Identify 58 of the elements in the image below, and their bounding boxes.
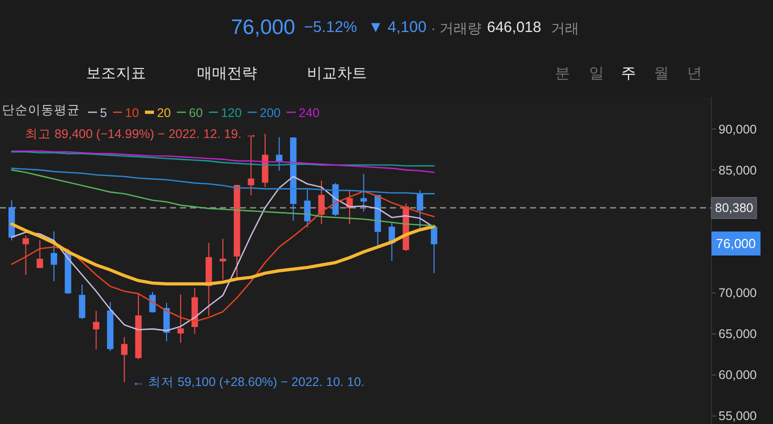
candlestick	[234, 184, 240, 279]
legend-label: 60	[188, 106, 203, 120]
candlestick	[262, 133, 268, 188]
legend-title: 단순이동평균	[2, 102, 80, 117]
text: ▼ 4,100	[368, 19, 427, 36]
ref-line-label: 80,380	[715, 201, 754, 215]
candlestick	[360, 174, 367, 212]
annotation: ← 최저 59,100 (+28.60%) − 2022. 10. 10.	[132, 375, 364, 389]
text: 보조지표	[86, 65, 146, 82]
text: 주	[621, 65, 636, 82]
y-tick-label: 65,000	[718, 327, 757, 342]
legend-label: 240	[298, 106, 320, 120]
line-series	[11, 151, 435, 166]
text: 월	[654, 65, 669, 82]
y-tick-label: 70,000	[718, 286, 757, 300]
y-tick-label: 90,000	[718, 122, 757, 136]
text: 76,000	[231, 16, 296, 39]
candlestick	[318, 180, 325, 225]
candlestick	[192, 287, 198, 334]
candlestick	[50, 230, 58, 282]
legend-label: 120	[220, 106, 242, 120]
legend-label: 10	[125, 106, 139, 120]
y-tick-label: 85,000	[718, 163, 757, 178]
candlestick	[276, 136, 282, 172]
y-tick-label: 55,000	[718, 409, 757, 424]
y-tick-label: 60,000	[718, 368, 757, 382]
text: 비교차트	[307, 65, 367, 82]
candlestick	[304, 189, 311, 228]
candlestick	[206, 242, 212, 316]
candlestick	[135, 292, 142, 360]
text: 년	[687, 65, 702, 82]
candlestick	[36, 240, 44, 269]
line-series	[11, 168, 435, 194]
candlestick	[177, 294, 184, 344]
line-series	[11, 169, 435, 226]
candlestick	[121, 336, 128, 383]
legend-label: 5	[100, 106, 107, 120]
candlestick	[107, 301, 114, 352]
text: 분	[555, 65, 570, 82]
legend-label: 20	[156, 106, 171, 120]
text: 매매전략	[197, 65, 257, 82]
text: 거래	[551, 20, 579, 36]
text: · 거래량	[431, 20, 482, 36]
candlestick	[78, 284, 86, 320]
annotation: 최고 89,400 (−14.99%) − 2022. 12. 19. →	[25, 127, 258, 141]
candlestick	[22, 235, 29, 276]
legend-label: 200	[260, 106, 281, 120]
candlestick	[248, 136, 254, 196]
text: 일	[589, 65, 604, 82]
candlestick	[92, 310, 100, 350]
line-series	[11, 150, 435, 174]
candlestick	[220, 238, 226, 280]
line-series	[10, 222, 436, 286]
line-series	[11, 190, 435, 322]
candlestick	[290, 136, 296, 222]
text: 76,000	[716, 236, 756, 251]
text: −5.12%	[304, 19, 358, 36]
text: 646,018	[487, 19, 542, 36]
